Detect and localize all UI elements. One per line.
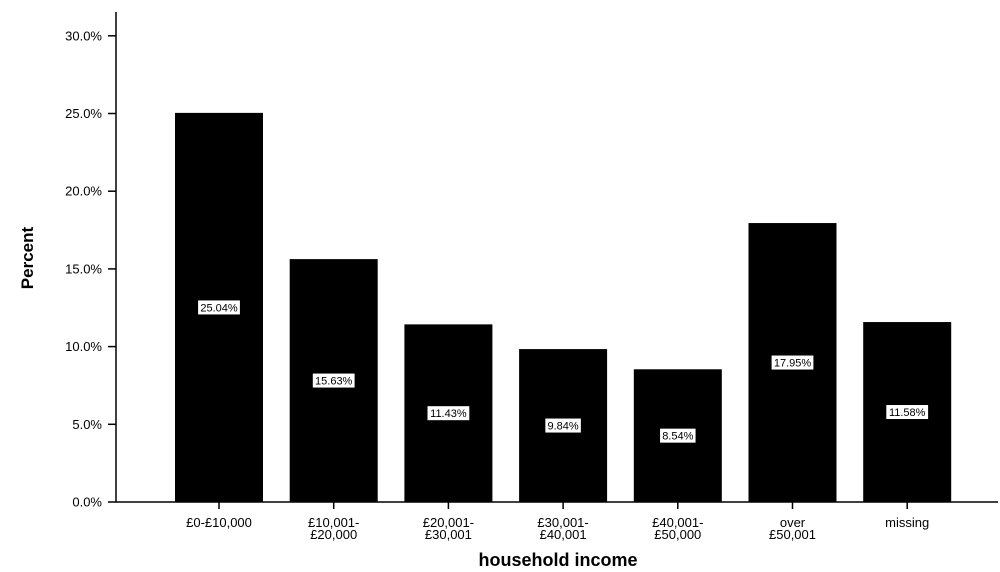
x-axis-ticks: £0-£10,000 £10,001-£20,000£20,001-£30,001…: [186, 502, 929, 542]
x-tick-label: £30,001: [425, 527, 472, 542]
y-tick-label: 0.0%: [72, 495, 102, 510]
y-tick-label: 15.0%: [65, 261, 102, 276]
x-tick-label: £0-£10,000: [186, 515, 252, 530]
y-tick-label: 25.0%: [65, 106, 102, 121]
y-tick-label: 5.0%: [72, 417, 102, 432]
x-tick-label: £30,001-: [537, 515, 588, 530]
x-tick-label: £10,001-: [308, 515, 359, 530]
data-label: 11.58%: [889, 407, 926, 419]
y-tick-label: 30.0%: [65, 28, 102, 43]
y-axis-ticks: 0.0% 5.0% 10.0% 15.0% 20.0% 25.0% 30.0%: [65, 28, 116, 510]
data-label: 15.63%: [315, 376, 353, 388]
data-label-bg: [545, 418, 581, 433]
x-tick-label: £20,000: [310, 527, 357, 542]
x-tick-label: £50,000: [654, 527, 701, 542]
data-label: 17.95%: [774, 358, 812, 370]
x-tick-label: missing: [885, 515, 929, 530]
x-tick-label: £20,001-: [423, 515, 474, 530]
data-label-bg: [660, 428, 696, 443]
x-tick-label: over: [780, 515, 806, 530]
data-label-bg: [427, 406, 470, 421]
x-tick-label: £40,001: [540, 527, 587, 542]
data-labels: 25.04% 15.63% 11.43% 9.84% 8.54% 17.95% 11.58%: [198, 300, 929, 443]
data-label: 25.04%: [200, 302, 238, 314]
y-tick-label: 10.0%: [65, 339, 102, 354]
data-label: 9.84%: [547, 421, 578, 433]
data-label-bg: [198, 300, 240, 315]
y-tick-label: 20.0%: [65, 184, 102, 199]
bars: [175, 112, 952, 502]
data-label-bg: [886, 405, 929, 420]
y-axis-title: Percent: [18, 226, 37, 289]
x-tick-label: £50,001: [769, 527, 816, 542]
data-label-bg: [771, 355, 814, 370]
data-label: 11.43%: [430, 408, 467, 420]
data-label: 8.54%: [662, 431, 693, 443]
data-label-bg: [312, 373, 355, 388]
x-axis-title: household income: [478, 550, 637, 570]
x-tick-label: £40,001-: [652, 515, 703, 530]
